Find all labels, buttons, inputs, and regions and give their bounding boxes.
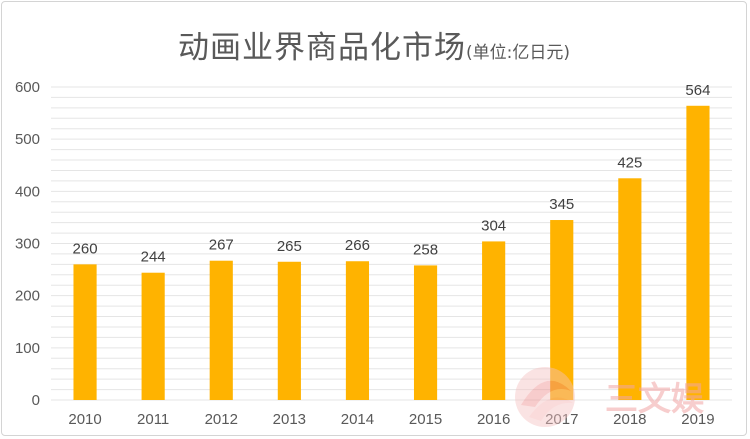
data-labels: 260 244 267 265 266 258 304 345 425 564 xyxy=(73,82,711,266)
chart-title-block: 动画业界商品化市场(单位:亿日元) xyxy=(2,22,746,67)
data-label: 267 xyxy=(209,237,234,254)
x-tick-label: 2016 xyxy=(477,411,510,428)
x-tick-label: 2018 xyxy=(613,411,646,428)
bar-2014 xyxy=(345,261,370,400)
data-label: 345 xyxy=(549,196,574,213)
bars xyxy=(73,105,710,400)
y-tick-label: 100 xyxy=(15,340,40,357)
axes: 0 100 200 300 400 500 600 2010 2011 2012 2013 2014 2… xyxy=(15,79,715,428)
x-tick-label: 2010 xyxy=(68,411,101,428)
x-tick-label: 2014 xyxy=(341,411,374,428)
bar-2019 xyxy=(686,105,710,400)
bar-2011 xyxy=(141,272,165,400)
y-tick-label: 600 xyxy=(15,79,40,96)
data-label: 425 xyxy=(617,154,642,171)
bar-2016 xyxy=(482,241,506,400)
bar-2018 xyxy=(618,178,642,400)
y-tick-label: 200 xyxy=(15,288,40,305)
data-label: 266 xyxy=(345,237,370,254)
bar-2017 xyxy=(550,220,574,400)
data-label: 304 xyxy=(481,217,506,234)
chart-title: 动画业界商品化市场 xyxy=(178,30,466,66)
y-tick-label: 400 xyxy=(15,183,40,200)
bar-2013 xyxy=(277,261,301,400)
x-tick-label: 2013 xyxy=(273,411,306,428)
bar-2010 xyxy=(73,264,97,400)
chart-subtitle: (单位:亿日元) xyxy=(466,43,570,63)
x-tick-label: 2011 xyxy=(137,411,169,428)
x-tick-label: 2019 xyxy=(681,411,714,428)
x-tick-label: 2015 xyxy=(409,411,442,428)
data-label: 258 xyxy=(413,241,438,258)
bar-2015 xyxy=(413,265,438,400)
y-tick-label: 500 xyxy=(15,131,40,148)
data-label: 564 xyxy=(685,82,710,99)
x-tick-label: 2012 xyxy=(205,411,238,428)
y-tick-label: 300 xyxy=(15,236,40,253)
bar-2012 xyxy=(209,260,233,400)
data-label: 244 xyxy=(141,249,166,266)
data-label: 260 xyxy=(73,240,98,257)
y-tick-label: 0 xyxy=(32,392,40,409)
x-tick-label: 2017 xyxy=(545,411,578,428)
data-label: 265 xyxy=(277,238,302,255)
